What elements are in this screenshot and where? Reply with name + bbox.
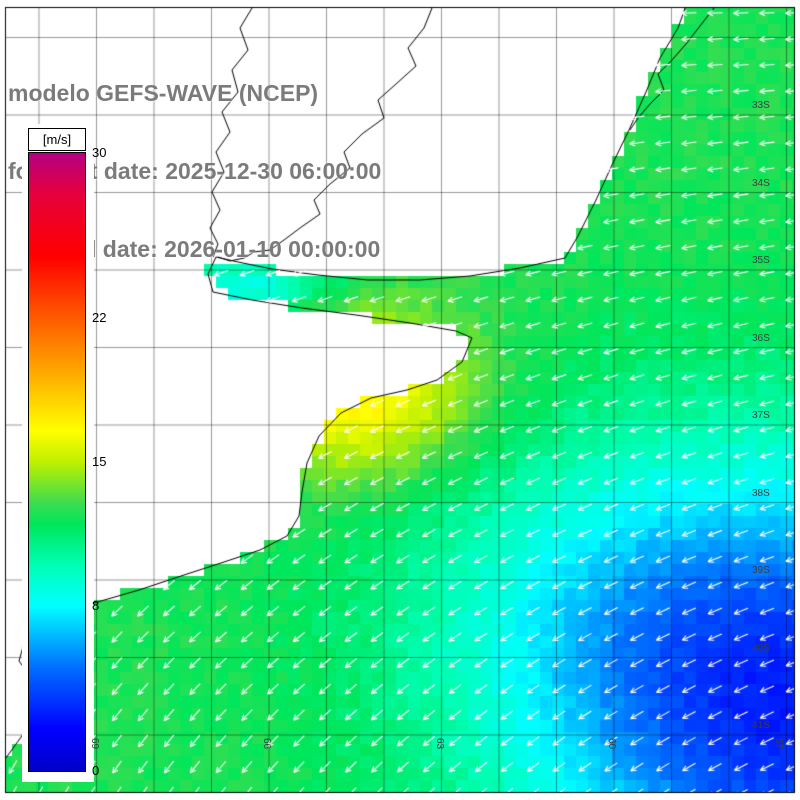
lon-tick-60w: 60 <box>606 738 617 750</box>
lat-tick-38s: 38S <box>752 488 770 499</box>
colorbar-tick-22: 22 <box>92 309 107 325</box>
colorbar-tick-15: 15 <box>92 454 107 469</box>
lat-tick-40s: 40S <box>752 643 770 654</box>
lon-tick-69w: 69 <box>89 738 100 750</box>
lat-tick-39s: 39S <box>752 565 770 576</box>
lon-tick-63w: 63 <box>434 738 445 750</box>
lon-tick-57w: 57 <box>773 738 784 750</box>
colorbar-units-label: [m/s] <box>28 128 86 151</box>
colorbar-gradient <box>28 152 86 772</box>
lon-tick-66w: 66 <box>261 738 272 750</box>
model-title: modelo GEFS-WAVE (NCEP) <box>8 80 319 106</box>
lat-tick-41s: 41S <box>752 720 770 731</box>
colorbar-tick-8: 8 <box>92 598 100 614</box>
lat-tick-35s: 35S <box>752 255 770 266</box>
lat-tick-37s: 37S <box>752 410 770 421</box>
lat-tick-34s: 34S <box>752 178 770 189</box>
valid-date-label: valid date: 2026-01-10 00:00:00 <box>44 236 381 262</box>
colorbar-tick-0: 0 <box>92 763 100 778</box>
colorbar-tick-30: 30 <box>92 145 107 160</box>
lat-tick-36s: 36S <box>752 333 770 344</box>
lat-tick-33s: 33S <box>752 100 770 111</box>
